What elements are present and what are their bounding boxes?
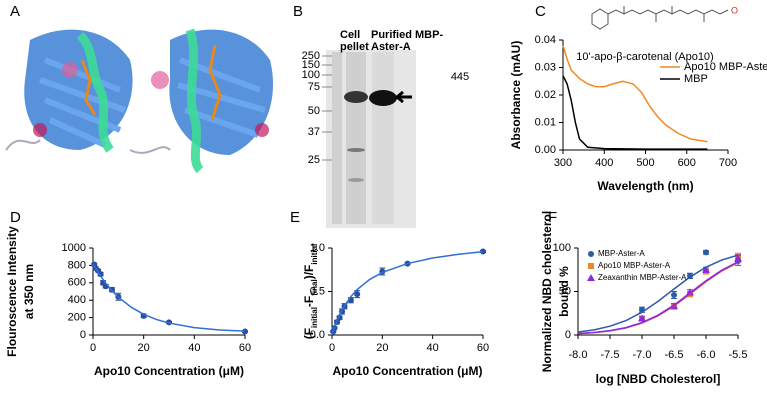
panel-label: D — [10, 209, 21, 226]
x-tick-label: -7.5 — [601, 349, 620, 361]
y-axis-label-part: (F — [302, 328, 316, 339]
marker-label: 100 — [302, 69, 320, 81]
series-line — [331, 250, 484, 336]
y-tick-label: 50 — [559, 285, 571, 297]
y-tick-label: 800 — [68, 259, 86, 271]
y-tick-label: 0 — [80, 329, 86, 341]
protein-structure — [5, 28, 274, 174]
marker-label: 37 — [308, 126, 320, 138]
panel-label: B — [293, 3, 303, 20]
x-tick-label: 60 — [477, 342, 489, 354]
legend-label: Apo10 MBP-Aster-A — [684, 61, 767, 73]
x-tick-label: -5.5 — [729, 349, 748, 361]
oxygen-label: O — [731, 5, 738, 15]
legend-label: MBP — [684, 73, 708, 85]
y-axis-label-part: initial — [310, 307, 319, 328]
y-axis-label: at 350 nm — [22, 264, 36, 319]
legend-swatch — [588, 251, 594, 257]
x-tick-label: 20 — [376, 342, 388, 354]
y-tick-label: 400 — [68, 294, 86, 306]
y-tick-label: 200 — [68, 312, 86, 324]
marker — [734, 254, 742, 262]
lane-label: Purified MBP- — [371, 29, 443, 41]
series-line — [562, 45, 708, 143]
y-axis-label: Normalized NBD cholesterol — [540, 211, 554, 372]
series-line — [577, 261, 739, 335]
panel-label: E — [290, 209, 300, 226]
x-axis-label: Apo10 Concentration (μM) — [94, 364, 244, 378]
y-tick-label: 100 — [553, 242, 571, 254]
marker — [480, 248, 486, 255]
y-tick-label: 0 — [565, 329, 571, 341]
x-tick-label: -6.5 — [665, 349, 684, 361]
marker — [354, 291, 361, 298]
series-line — [577, 254, 739, 333]
x-tick-label: 300 — [554, 157, 572, 169]
x-tick-label: 0 — [90, 342, 96, 354]
y-tick-label: 0.0 — [310, 329, 325, 341]
x-tick-label: 40 — [188, 342, 200, 354]
series-line — [92, 263, 246, 332]
x-tick-label: -8.0 — [569, 349, 588, 361]
x-tick-label: 600 — [678, 157, 696, 169]
x-tick-label: 500 — [636, 157, 654, 169]
legend-label: MBP-Aster-A — [598, 249, 645, 258]
x-axis-label: log [NBD Cholesterol] — [596, 372, 721, 386]
y-tick-label: 0.01 — [535, 116, 556, 128]
y-axis-label: Absorbance (mAU) — [509, 41, 523, 150]
marker-label: 25 — [308, 154, 320, 166]
x-tick-label: 40 — [427, 342, 439, 354]
marker-label: 250 — [302, 50, 320, 62]
y-tick-label: 0.02 — [535, 89, 556, 101]
x-tick-label: 700 — [719, 157, 737, 169]
y-tick-label: 1000 — [62, 242, 86, 254]
x-tick-label: 60 — [239, 342, 251, 354]
marker — [702, 265, 710, 273]
lane-label: pellet — [340, 41, 369, 53]
y-axis-label: Flouroscence Intensity — [5, 226, 19, 357]
chemical-structure — [591, 6, 729, 30]
marker — [671, 291, 677, 298]
y-tick-label: 0.5 — [310, 285, 325, 297]
marker-label: 150 — [302, 59, 320, 71]
x-tick-label: 0 — [329, 342, 335, 354]
marker-label: 75 — [308, 81, 320, 93]
y-axis-label-part: initial — [310, 244, 319, 265]
y-tick-label: 1.0 — [310, 242, 325, 254]
x-tick-label: -7.0 — [633, 349, 652, 361]
x-axis-label: Apo10 Concentration (μM) — [332, 364, 482, 378]
panel-label: C — [535, 3, 546, 20]
panel-label: A — [10, 3, 20, 20]
panel-label: F — [548, 209, 557, 226]
marker-label: 50 — [308, 105, 320, 117]
x-tick-label: 20 — [138, 342, 150, 354]
chart-title: 10'-apo-β-carotenal (Apo10) — [576, 51, 713, 63]
x-tick-label: -6.0 — [697, 349, 716, 361]
legend-label: Apo10 MBP-Aster-A — [598, 261, 671, 270]
marker — [638, 314, 646, 322]
y-axis-label: (Finitial-Ffinal)/Finitial — [302, 244, 318, 340]
lane-label: Aster-A — [371, 41, 411, 53]
series-line — [562, 75, 708, 150]
y-tick-label: 0.00 — [535, 144, 556, 156]
legend-swatch — [588, 263, 594, 269]
gel-image — [326, 50, 416, 228]
x-axis-label: Wavelength (nm) — [597, 179, 693, 193]
y-tick-label: 0.04 — [535, 34, 556, 46]
y-axis-label-part: final — [310, 279, 319, 295]
marker — [703, 249, 709, 256]
y-tick-label: 600 — [68, 277, 86, 289]
y-axis-label-part: -F — [302, 296, 316, 307]
y-axis-label: bound % — [557, 266, 571, 317]
y-tick-label: 0.03 — [535, 61, 556, 73]
marker — [242, 328, 248, 335]
legend-swatch — [587, 274, 595, 281]
legend-label: Zeaxanthin MBP-Aster-A — [598, 273, 687, 282]
x-tick-label: 400 — [595, 157, 613, 169]
y-axis-label-part: )/F — [302, 265, 316, 280]
annotation: 445 — [451, 71, 469, 83]
lane-label: Cell — [340, 29, 360, 41]
